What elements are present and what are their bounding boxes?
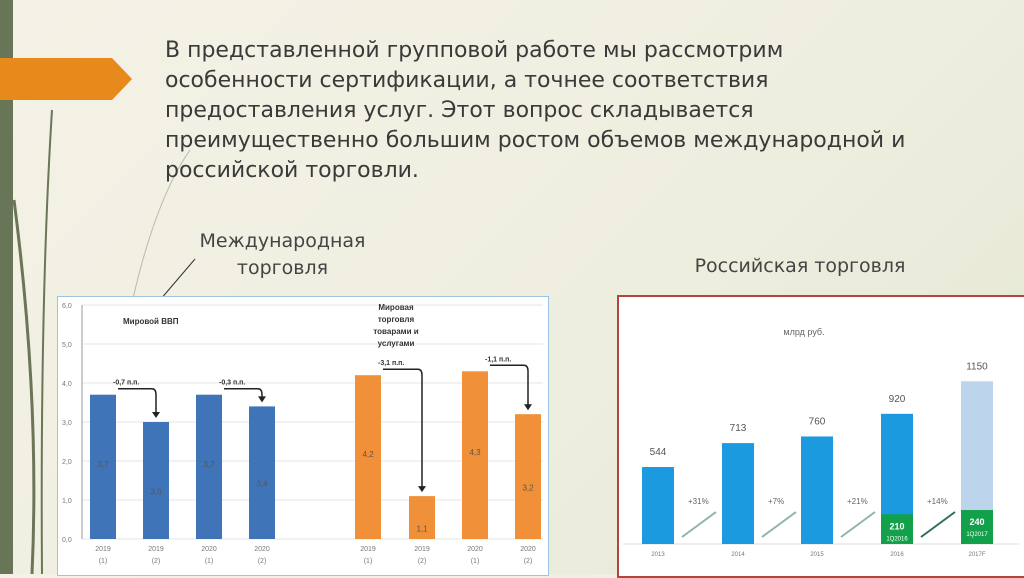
bar	[642, 467, 674, 544]
russian-trade-label: Российская торговля	[694, 255, 906, 277]
growth-label: +31%	[688, 497, 709, 506]
x-tick-label: (1)	[205, 558, 214, 565]
change-annotation: -0,3 п.п.	[219, 380, 245, 387]
bar-value-label: 3,7	[203, 460, 215, 469]
bar-value-label: 713	[730, 423, 747, 434]
y-tick-label: 1,0	[62, 498, 72, 505]
x-tick-label: (2)	[258, 558, 267, 565]
x-tick-label: 2013	[651, 552, 665, 558]
y-tick-label: 3,0	[62, 420, 72, 427]
x-tick-label: 2016	[890, 552, 904, 558]
x-tick-label: 2017F	[968, 552, 985, 558]
bar-value-label: 4,2	[362, 450, 374, 459]
y-tick-label: 2,0	[62, 459, 72, 466]
change-annotation: -0,7 п.п.	[113, 380, 139, 387]
x-tick-label: 2019	[414, 546, 430, 553]
bar	[249, 406, 275, 539]
change-arrow	[383, 368, 423, 489]
x-tick-label: 2019	[360, 546, 376, 553]
quarter-bar	[961, 510, 993, 544]
x-tick-label: (2)	[524, 558, 533, 565]
bar	[462, 371, 488, 539]
x-tick-label: 2020	[201, 546, 217, 553]
change-arrow	[118, 387, 157, 414]
bar	[143, 422, 169, 539]
group-title-line: торговля	[378, 315, 415, 324]
bar	[196, 394, 222, 539]
x-tick-label: 2014	[731, 552, 745, 558]
orange-arrow-marker	[0, 58, 132, 100]
arrow-head	[418, 486, 426, 493]
x-tick-label: (1)	[99, 558, 108, 565]
bar	[90, 394, 116, 539]
x-tick-label: (2)	[152, 558, 161, 565]
group-title-line: услугами	[378, 339, 415, 348]
quarter-bar	[881, 514, 913, 544]
quarter-value-label: 210	[889, 521, 904, 531]
x-tick-label: 2020	[467, 546, 483, 553]
x-tick-label: 2019	[95, 546, 111, 553]
bar	[801, 436, 833, 544]
bar-value-label: 760	[809, 416, 826, 427]
arrow-head	[258, 396, 266, 403]
bar-value-label: 3,7	[97, 460, 109, 469]
x-tick-label: 2015	[810, 552, 824, 558]
x-tick-label: (1)	[364, 558, 373, 565]
bar-value-label: 3,0	[150, 488, 162, 497]
x-tick-label: 2019	[148, 546, 164, 553]
arrow-head	[524, 404, 532, 411]
growth-label: +7%	[768, 497, 784, 506]
y-tick-label: 4,0	[62, 381, 72, 388]
bar-value-label: 920	[889, 394, 906, 405]
bar-value-label: 544	[650, 447, 667, 458]
growth-arrow	[840, 511, 876, 538]
group-title: Мировой ВВП	[123, 317, 179, 326]
x-tick-label: (2)	[418, 558, 427, 565]
growth-arrow	[681, 511, 717, 538]
y-tick-label: 0,0	[62, 537, 72, 544]
group-title-line: товарами и	[373, 327, 418, 336]
group-title-line: Мировая	[378, 303, 414, 312]
bar-value-label: 1150	[966, 361, 988, 372]
russian-trade-chart: млрд руб. 544 2013 713 2014 760 2015 920 2016 115…	[617, 295, 1024, 578]
unit-label: млрд руб.	[783, 327, 824, 337]
slide-body-text: В представленной групповой работе мы рас…	[165, 38, 906, 183]
bar	[722, 443, 754, 544]
quarter-label: 1Q2016	[886, 536, 908, 542]
change-annotation: -3,1 п.п.	[378, 360, 404, 367]
bar-value-label: 1,1	[416, 525, 428, 534]
bar-value-label: 4,3	[469, 448, 481, 457]
y-tick-label: 6,0	[62, 303, 72, 310]
change-arrow	[224, 387, 263, 399]
quarter-value-label: 240	[969, 517, 984, 527]
arrow-head	[152, 412, 160, 418]
label-pointer-line	[159, 258, 196, 301]
bar-value-label: 3,4	[256, 480, 268, 489]
world-gdp-trade-chart: 0,0 1,0 2,0 3,0 4,0 5,0 6,0 3,7 2019 (1) 3,0 2019 (2…	[57, 296, 549, 576]
x-tick-label: 2020	[520, 546, 536, 553]
growth-arrow	[761, 511, 797, 538]
bar	[409, 496, 435, 539]
growth-label: +21%	[847, 497, 868, 506]
change-arrow	[490, 364, 529, 407]
y-tick-label: 5,0	[62, 342, 72, 349]
bar	[515, 414, 541, 539]
bar	[355, 375, 381, 539]
x-tick-label: 2020	[254, 546, 270, 553]
quarter-label: 1Q2017	[966, 532, 988, 538]
growth-arrow	[920, 511, 956, 538]
side-stripe	[0, 0, 13, 574]
international-trade-label: Международная торговля	[199, 230, 366, 279]
change-annotation: -1,1 п.п.	[485, 356, 511, 363]
x-tick-label: (1)	[471, 558, 480, 565]
bar-value-label: 3,2	[522, 484, 534, 493]
growth-label: +14%	[927, 497, 948, 506]
